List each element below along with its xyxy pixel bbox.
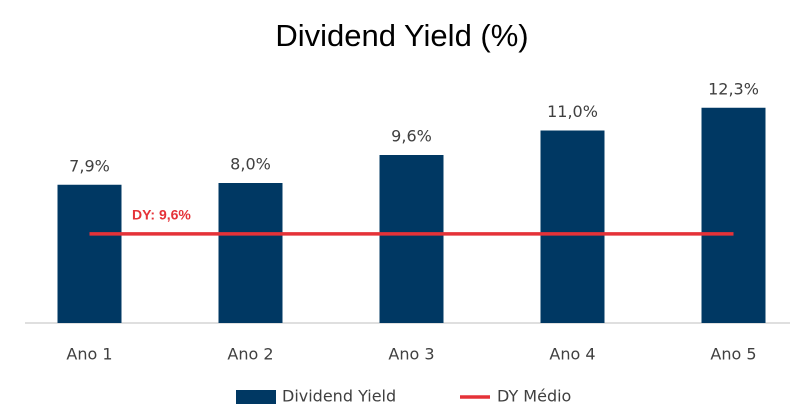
- data-label: 8,0%: [230, 155, 271, 174]
- bar: [379, 155, 444, 323]
- x-tick-label: Ano 4: [549, 345, 595, 364]
- bar: [701, 107, 766, 323]
- data-label: 12,3%: [708, 79, 759, 98]
- x-tick-label: Ano 1: [66, 345, 112, 364]
- bar: [540, 130, 605, 323]
- data-label: 9,6%: [391, 127, 432, 146]
- x-tick-label: Ano 2: [227, 345, 273, 364]
- x-tick-label: Ano 5: [710, 345, 756, 364]
- legend-label: DY Médio: [497, 387, 571, 406]
- legend-label: Dividend Yield: [282, 387, 396, 406]
- annotation: DY: 9,6%: [132, 207, 191, 223]
- data-label: 11,0%: [547, 102, 598, 121]
- chart-title: Dividend Yield (%): [275, 18, 528, 53]
- bar: [57, 184, 122, 323]
- data-label: 7,9%: [69, 156, 110, 175]
- legend-swatch: [236, 390, 276, 404]
- x-tick-label: Ano 3: [388, 345, 434, 364]
- bar: [218, 183, 283, 323]
